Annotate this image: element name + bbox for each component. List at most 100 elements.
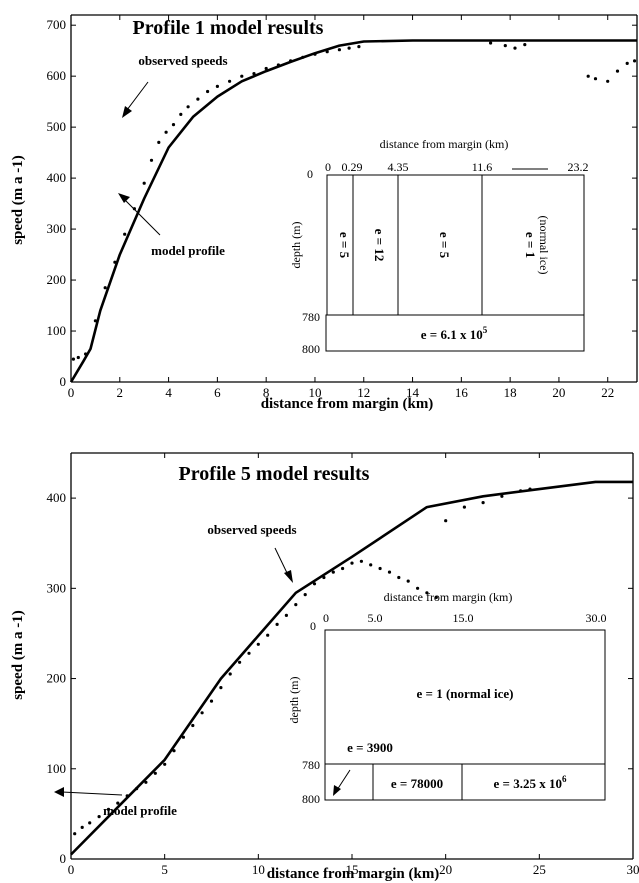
p2-observed-point: [312, 582, 317, 586]
p1-annotation-observed: observed speeds: [138, 53, 227, 68]
p1-observed-point: [157, 140, 161, 144]
p2-inset-cell-e78000: e = 78000: [391, 776, 443, 791]
p2-observed-point: [322, 575, 326, 580]
p1-inset-bottom-exp: 5: [483, 325, 488, 335]
p2-observed-point: [425, 591, 429, 595]
p2-y-tick-label: 300: [47, 580, 67, 595]
p2-observed-arrowhead: [284, 570, 293, 583]
p1-observed-point: [586, 74, 590, 78]
p2-inset-e3900-arrowhead: [333, 785, 341, 796]
p2-observed-point: [80, 825, 84, 830]
p1-inset-tick-116: 11.6: [472, 160, 493, 174]
p1-observed-arrow: [126, 81, 149, 111]
p1-y-tick-label: 100: [47, 323, 67, 338]
p2-observed-point: [294, 603, 298, 607]
p2-inset-depth-label: depth (m): [287, 677, 301, 724]
p2-observed-point: [256, 642, 260, 646]
p2-title: Profile 5 model results: [179, 463, 370, 485]
p2-observed-point: [247, 651, 251, 655]
p1-inset-upper-box: [326, 174, 585, 316]
p1-observed-point: [357, 45, 361, 49]
p2-observed-point: [200, 711, 204, 715]
p1-observed-point: [164, 130, 168, 134]
p1-axis-ticks: 0 2 4 6 8 10 12 14 16 18 20 22010020030040050060070…: [47, 15, 637, 400]
p1-inset-cell-e12: e = 12: [372, 229, 387, 262]
p2-inset-title: distance from margin (km): [384, 590, 513, 604]
p1-observed-point: [523, 43, 527, 47]
p1-x-tick-label: 10: [308, 385, 321, 400]
p2-observed-point: [163, 762, 167, 766]
p1-x-label: distance from margin (km): [261, 396, 434, 412]
p2-inset-lower-box: [324, 763, 606, 801]
p1-observed-point: [196, 97, 200, 101]
p1-x-tick-label: 20: [552, 385, 565, 400]
p2-observed-point: [359, 559, 363, 563]
p1-x-tick-label: 18: [504, 385, 517, 400]
p1-observed-point: [633, 59, 637, 63]
p1-inset-bottom-text: e = 6.1 x 10: [421, 327, 483, 342]
p2-inset-cell-e325-exp: 6: [562, 774, 567, 784]
p1-observed-point: [264, 66, 268, 71]
p2-observed-point: [191, 723, 195, 728]
p2-observed-point: [73, 832, 77, 836]
p1-observed-point: [503, 44, 507, 48]
p2-observed-point: [153, 771, 157, 775]
p2-inset-tick-5: 5.0: [368, 611, 383, 625]
p1-observed-point: [206, 89, 210, 94]
p1-observed-point: [615, 69, 620, 73]
p1-inset-depth-780: 780: [302, 310, 320, 324]
p1-observed-point: [149, 158, 154, 162]
p1-x-tick-label: 2: [117, 385, 124, 400]
p2-inset-cell-normal-ice: e = 1 (normal ice): [417, 686, 514, 701]
p2-inset-cell-e325: e = 3.25 x 106: [494, 774, 567, 791]
p1-observed-point: [84, 352, 88, 356]
p1-x-tick-label: 6: [214, 385, 221, 400]
p2-observed-point: [444, 519, 448, 523]
p2-inset-depth-780: 780: [302, 758, 320, 772]
p1-observed-point: [593, 77, 598, 81]
p2-observed-point: [88, 821, 92, 825]
p2-x-tick-label: 20: [439, 862, 452, 877]
p1-observed-point: [171, 123, 176, 127]
p2-observed-arrow: [274, 547, 289, 576]
p1-inset: distance from margin (km) 0 0.29 4.35 11…: [289, 137, 589, 356]
p2-x-tick-label: 15: [346, 862, 359, 877]
plot-area-profile-1: [69, 39, 637, 383]
p2-observed-point: [519, 489, 523, 493]
p2-x-label: distance from margin (km): [267, 866, 440, 882]
p1-observed-point: [186, 105, 190, 109]
p1-inset-tick-029: 0.29: [342, 160, 363, 174]
p1-observed-point: [325, 50, 329, 54]
p1-observed-point: [301, 55, 305, 59]
p1-title: Profile 1 model results: [133, 17, 324, 39]
p2-observed-point: [406, 579, 410, 583]
p2-observed-point: [172, 749, 176, 753]
p1-model-arrow: [124, 199, 161, 236]
p2-annotation-observed: observed speeds: [207, 522, 296, 537]
p1-model-profile-line: [69, 39, 637, 383]
p2-observed-point: [219, 686, 223, 690]
p2-observed-point: [97, 815, 101, 819]
p1-inset-cell-e5a: e = 5: [337, 232, 352, 259]
p1-observed-point: [123, 232, 127, 236]
p1-observed-point: [240, 74, 244, 78]
p2-annotation-model: model profile: [103, 803, 177, 818]
p1-x-tick-label: 0: [68, 385, 75, 400]
p1-inset-bottom-label: e = 6.1 x 105: [421, 325, 488, 342]
p2-observed-point: [284, 613, 288, 618]
p1-inset-lower-box: [325, 314, 585, 352]
p1-observed-point: [513, 46, 517, 50]
p1-inset-depth-800: 800: [302, 342, 320, 356]
p1-y-tick-label: 600: [47, 68, 67, 83]
p2-observed-point: [341, 566, 345, 571]
p2-model-profile-line: [70, 480, 633, 856]
p1-inset-tick-232: 23.2: [568, 160, 589, 174]
p2-observed-point: [116, 801, 120, 805]
chart-profile-1: 0 2 4 6 8 10 12 14 16 18 20 22010020030040050060070…: [10, 14, 638, 412]
p1-x-tick-label: 4: [165, 385, 172, 400]
p1-x-tick-label: 16: [455, 385, 469, 400]
p1-observed-point: [625, 61, 629, 65]
p2-inset-e3900-arrow: [336, 769, 351, 791]
